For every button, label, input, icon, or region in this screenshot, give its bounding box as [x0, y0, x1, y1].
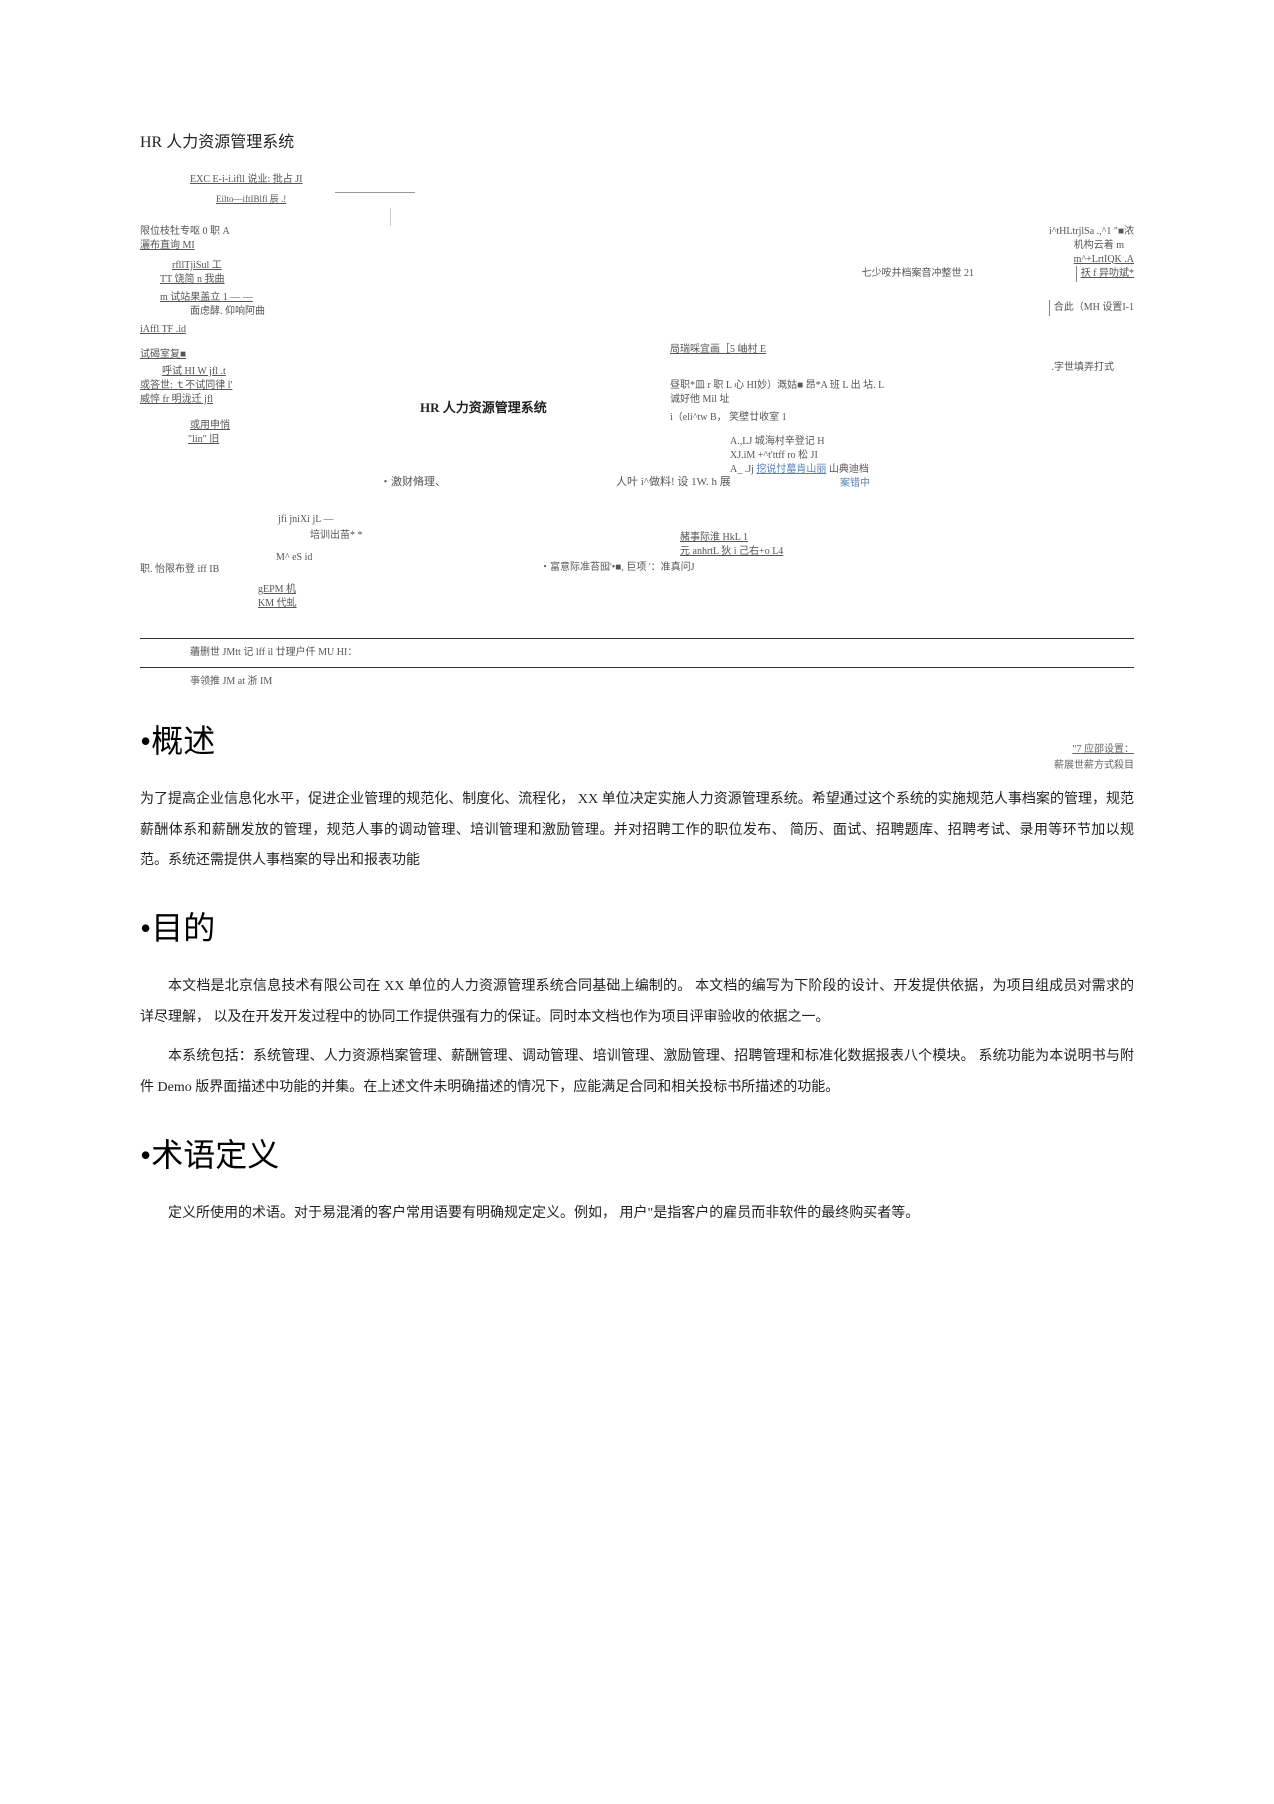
- diagram-frag: 合此（MH 设置I-1: [1049, 300, 1134, 316]
- diagram-frag: 试碣室复■: [140, 347, 186, 363]
- diagram-frag: KM 代虬: [258, 596, 297, 612]
- diagram-frag: 案错中: [840, 476, 870, 492]
- diagram-frag: 人叶 i^做料! 设 1W. h 展: [616, 474, 731, 492]
- diagram-frag: 灑布直询 MI: [140, 238, 195, 254]
- diagram-frag: 局瑞啋宜画［5 岫村 E: [670, 342, 766, 358]
- diagram-frag: jfi jniXi jL —: [278, 512, 333, 528]
- divider: [140, 667, 1134, 668]
- diagram-footer: 蘠删世 JMtt 记 lff il 廿理户仟 MU HI：: [140, 645, 1134, 661]
- diagram-frag: 威悴 fr 明泷迁 jfl: [140, 392, 213, 408]
- section-purpose-title: •目的: [140, 903, 1134, 954]
- diagram-frag: 培训出苗* *: [310, 528, 363, 544]
- divider: [140, 638, 1134, 639]
- section-terms-title: •术语定义: [140, 1130, 1134, 1181]
- purpose-paragraph-2: 本系统包括：系统管理、人力资源档案管理、薪酬管理、调动管理、培训管理、激励管理、…: [140, 1042, 1134, 1104]
- diagram-frag: ・激财脩理、: [380, 474, 446, 492]
- diagram-region: EXC E-i-i.ifll 说业: 批占 JI Eilto—iftIBlfl …: [140, 172, 1134, 572]
- side-note: "7 应邵设置：: [1054, 742, 1134, 758]
- diagram-center-caption: HR 人力资源管理系统: [420, 398, 547, 419]
- diagram-frag: 面虑酵. 仰响阿曲: [190, 304, 265, 320]
- diagram-frag: i（eli^tw B， 笑壁廿收室 1: [670, 410, 787, 426]
- diagram-frag: "lin" 旧: [188, 432, 219, 448]
- diagram-frag: .字世填弄打式: [1052, 360, 1115, 376]
- overview-paragraph: 为了提高企业信息化水平，促进企业管理的规范化、制度化、流程化， XX 单位决定实…: [140, 785, 1134, 877]
- diagram-frag: TT 饶简 n 我曲: [160, 272, 225, 288]
- diagram-frag: 元 anhrtL 狄 i 己右+o L4: [680, 544, 783, 560]
- diagram-frag: M^ eS id: [276, 550, 312, 566]
- diagram-frag: EXC E-i-i.ifll 说业: 批占 JI: [190, 172, 303, 188]
- diagram-frag: 诚好他 Mil 址: [670, 392, 729, 408]
- terms-paragraph: 定义所使用的术语。对于易混淆的客户常用语要有明确规定定义。例如， 用户"是指客户…: [140, 1199, 1134, 1230]
- purpose-paragraph-1: 本文档是北京信息技术有限公司在 XX 单位的人力资源管理系统合同基础上编制的。 …: [140, 972, 1134, 1034]
- diagram-frag: Eilto—iftIBlfl 辰 .!: [216, 192, 286, 206]
- side-note: 薪展世薪方式殺目: [1054, 758, 1134, 774]
- diagram-frag: 职. 怡限布登 iff IB: [140, 562, 219, 578]
- diagram-frag: iAffl TF .id: [140, 322, 186, 338]
- diagram-frag: ・富意际准苔囮'•■, 巨项 '：准真问J: [540, 560, 695, 576]
- document-title: HR 人力资源管理系统: [140, 130, 1134, 156]
- diagram-frag: 祅 f 异叻斌*: [1076, 266, 1134, 282]
- diagram-frag: 七少咹并档案音冲整世 21: [862, 266, 975, 282]
- section-overview-title: •概述: [140, 716, 215, 767]
- diagram-footer: 亊领推 JM at 浙 IM: [140, 674, 1134, 690]
